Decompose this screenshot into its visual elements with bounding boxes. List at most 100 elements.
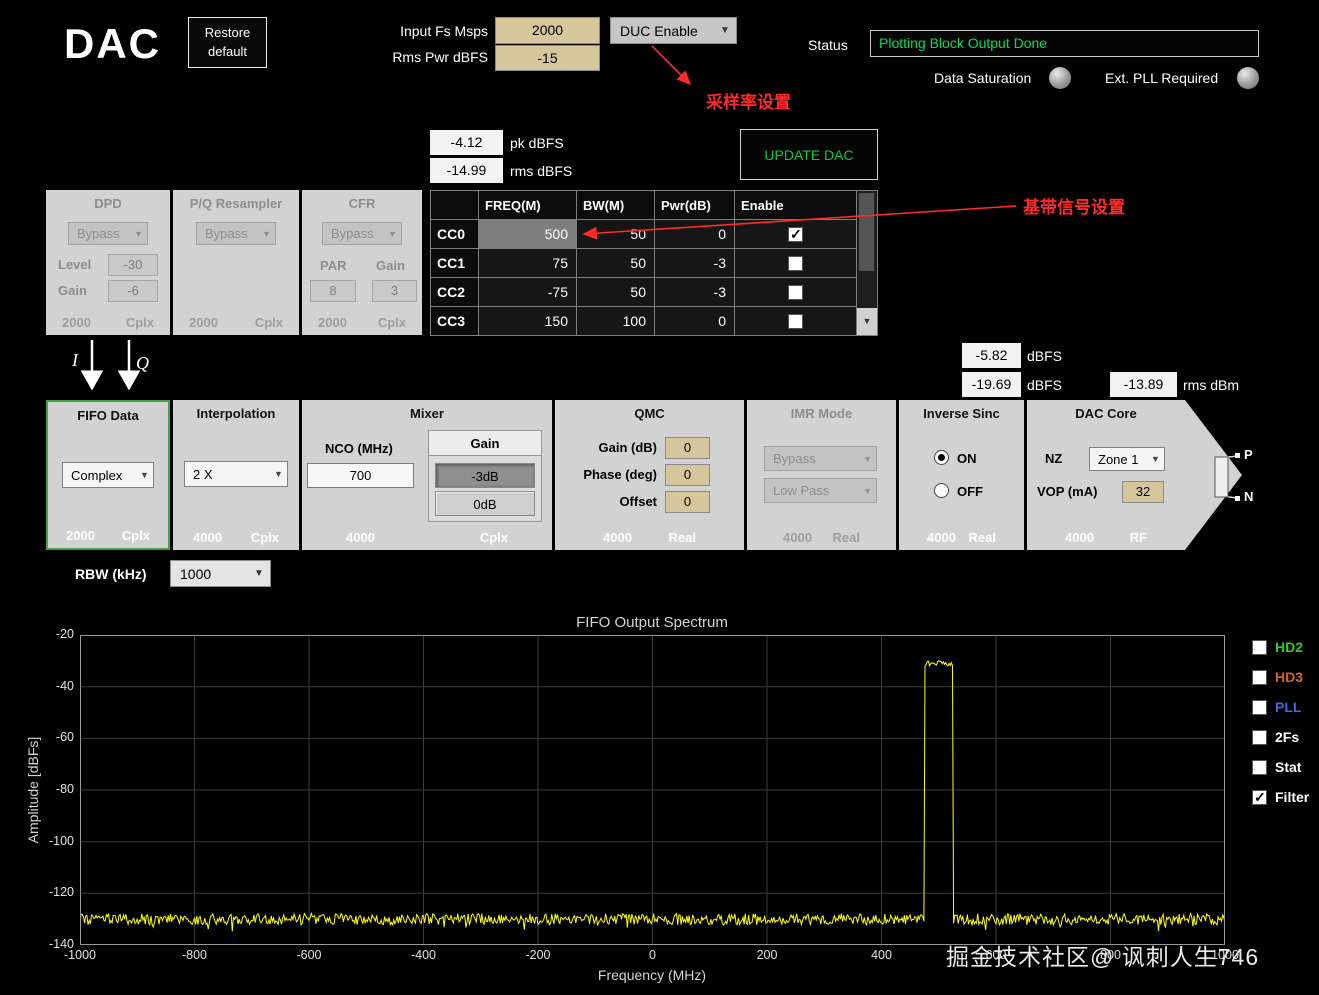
enable-header: Enable <box>734 190 857 220</box>
legend-checkbox[interactable] <box>1252 699 1267 715</box>
baseband-annotation: 基带信号设置 <box>1023 198 1125 217</box>
ext-pll-led <box>1237 67 1259 89</box>
legend-label: Filter <box>1275 789 1310 805</box>
data-saturation-led <box>1049 67 1071 89</box>
cc-enable-checkbox[interactable] <box>788 285 803 301</box>
gain-group-label: Gain <box>429 431 541 456</box>
vop-field[interactable]: 32 <box>1122 481 1164 503</box>
cc-enable-checkbox[interactable] <box>788 226 803 243</box>
y-tick-label: -20 <box>55 627 74 641</box>
x-axis-label: Frequency (MHz) <box>597 967 707 983</box>
dpd-bypass-dropdown: Bypass ▼ <box>68 222 148 245</box>
output-pk-field: -5.82 <box>962 343 1021 368</box>
dpd-title: DPD <box>94 196 122 211</box>
cc-enable-checkbox[interactable] <box>788 314 803 330</box>
cc-pwr-cell[interactable]: -3 <box>654 248 735 278</box>
legend-checkbox[interactable] <box>1252 639 1267 655</box>
pk-dbfs-label: pk dBFS <box>510 135 564 151</box>
inverse-sinc-block: Inverse Sinc ON OFF 4000 Real <box>899 400 1024 550</box>
cc-pwr-cell[interactable]: 0 <box>654 306 735 336</box>
q-label: Q <box>136 353 149 373</box>
update-dac-button[interactable]: UPDATE DAC <box>740 129 878 180</box>
legend-checkbox[interactable] <box>1252 669 1267 685</box>
cc-bw-cell[interactable]: 50 <box>576 248 655 278</box>
dac-core-title: DAC Core <box>1075 406 1137 421</box>
legend-checkbox[interactable] <box>1252 789 1267 806</box>
nz-dropdown[interactable]: Zone 1 ▼ <box>1089 447 1165 471</box>
y-tick-label: -40 <box>55 678 74 693</box>
gain-0db-button[interactable]: 0dB <box>435 491 535 516</box>
imr-mode-block: IMR Mode Bypass ▼ Low Pass ▼ 4000 Real <box>747 400 896 550</box>
rbw-dropdown[interactable]: 1000 ▼ <box>170 560 271 587</box>
legend-item-stat: Stat <box>1252 752 1319 782</box>
watermark: 掘金技术社区@ 讽刺人生746 <box>946 944 1260 970</box>
mixer-block: Mixer NCO (MHz) 700 Gain -3dB 0dB 4000 Cp… <box>302 400 552 550</box>
qmc-gain-field[interactable]: 0 <box>665 437 710 459</box>
spectrum-plot <box>80 635 1225 945</box>
qmc-offset-field[interactable]: 0 <box>665 491 710 513</box>
cc-bw-cell[interactable]: 100 <box>576 306 655 336</box>
imr-bypass-dropdown: Bypass ▼ <box>764 446 877 471</box>
legend-label: HD3 <box>1275 669 1304 685</box>
cc-enable-cell[interactable] <box>734 248 857 278</box>
gain-neg3db-button[interactable]: -3dB <box>435 463 535 488</box>
cc-enable-cell[interactable] <box>734 277 857 307</box>
cc-row-label: CC3 <box>430 306 479 336</box>
chevron-down-icon: ▼ <box>388 228 397 239</box>
rms-pwr-field[interactable]: -15 <box>495 45 600 71</box>
dac-core-block: DAC Core NZ Zone 1 ▼ VOP (mA) 32 4000 RF <box>1027 400 1185 550</box>
dac-output-arrow <box>1185 400 1242 550</box>
qmc-block: QMC Gain (dB) 0 Phase (deg) 0 Offset 0 4… <box>555 400 744 550</box>
scrollbar-down-button[interactable]: ▼ <box>857 308 877 335</box>
chevron-down-icon: ▼ <box>254 568 264 579</box>
cc-pwr-cell[interactable]: -3 <box>654 277 735 307</box>
inverse-sinc-off-radio[interactable] <box>934 483 949 498</box>
legend-label: PLL <box>1275 699 1302 715</box>
legend-label: 2Fs <box>1275 729 1300 745</box>
legend-item-filter: Filter <box>1252 782 1319 812</box>
cc-freq-cell[interactable]: 75 <box>478 248 577 278</box>
restore-default-button[interactable]: Restore default <box>188 17 267 68</box>
imr-mode-title: IMR Mode <box>790 406 853 421</box>
scrollbar-thumb[interactable] <box>859 193 874 271</box>
qmc-title: QMC <box>634 406 665 421</box>
cc-table-row: CC0 500 50 0 <box>430 219 857 249</box>
cc-freq-cell[interactable]: 500 <box>478 219 577 249</box>
interpolation-dropdown[interactable]: 2 X ▼ <box>184 461 288 487</box>
status-label: Status <box>808 37 848 53</box>
qmc-phase-field[interactable]: 0 <box>665 464 710 486</box>
cc-table-scrollbar[interactable]: ▼ <box>856 190 878 336</box>
dpd-level-field: -30 <box>108 254 158 276</box>
cc-enable-checkbox[interactable] <box>788 256 803 272</box>
dpd-block: DPD Bypass ▼ Level -30 Gain -6 2000 Cplx <box>46 190 170 335</box>
freq-header: FREQ(M) <box>478 190 577 220</box>
cc-bw-cell[interactable]: 50 <box>576 277 655 307</box>
rms-dbm-field: -13.89 <box>1110 372 1177 397</box>
cfr-title: CFR <box>348 196 376 211</box>
cfr-par-field: 8 <box>310 280 356 302</box>
sample-rate-arrow <box>651 45 692 86</box>
cc-freq-cell[interactable]: 150 <box>478 306 577 336</box>
cc-enable-cell[interactable] <box>734 306 857 336</box>
inverse-sinc-on-radio[interactable] <box>934 450 949 465</box>
inverse-sinc-on-label: ON <box>957 451 977 466</box>
cc-bw-cell[interactable]: 50 <box>576 219 655 249</box>
legend-checkbox[interactable] <box>1252 729 1267 745</box>
cfr-bypass-dropdown: Bypass ▼ <box>322 222 402 245</box>
cc-row-label: CC1 <box>430 248 479 278</box>
cfr-gain-label: Gain <box>376 258 405 273</box>
output-pk-label: dBFS <box>1027 348 1063 364</box>
duc-enable-dropdown[interactable]: DUC Enable ▼ <box>610 17 737 44</box>
dpd-gain-label: Gain <box>58 283 87 298</box>
output-n-label: N <box>1244 489 1254 504</box>
fifo-mode-dropdown[interactable]: Complex ▼ <box>62 462 154 488</box>
cc-enable-cell[interactable] <box>734 219 857 249</box>
legend-checkbox[interactable] <box>1252 759 1267 775</box>
nco-input[interactable]: 700 <box>307 463 414 488</box>
rms-dbfs-field: -14.99 <box>430 158 503 183</box>
pq-rate-format: 2000 Cplx <box>189 315 283 330</box>
status-field: Plotting Block Output Done <box>870 30 1259 57</box>
cc-freq-cell[interactable]: -75 <box>478 277 577 307</box>
cc-pwr-cell[interactable]: 0 <box>654 219 735 249</box>
input-fs-field[interactable]: 2000 <box>495 17 600 44</box>
